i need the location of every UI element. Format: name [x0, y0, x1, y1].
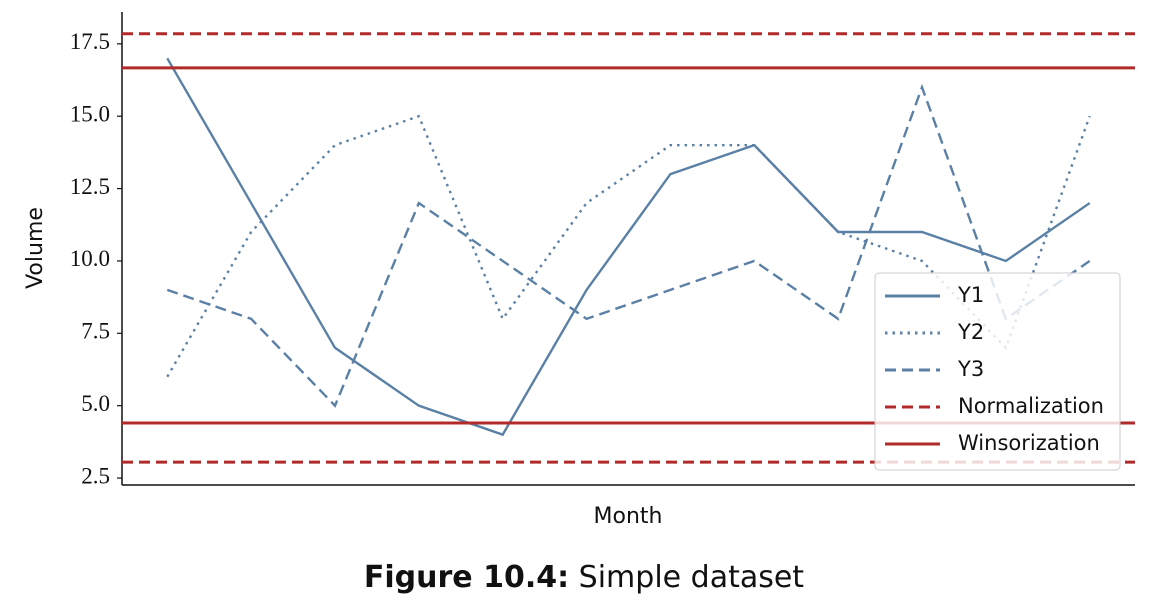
series-line — [166, 83, 1091, 408]
y-tick-label: 2.5 — [81, 463, 110, 488]
caption-text: Simple dataset — [579, 560, 805, 595]
y-tick-label: 5.0 — [81, 391, 110, 416]
caption: Figure 10.4: Simple dataset — [364, 560, 804, 595]
caption-label: Figure 10.4: — [364, 560, 569, 595]
x-axis-label: Month — [594, 504, 663, 529]
y-axis-label: Volume — [23, 207, 48, 289]
y-tick-label: 15.0 — [70, 101, 110, 126]
y-tick-label: 17.5 — [70, 29, 110, 54]
legend-label: Y3 — [957, 357, 984, 381]
legend-label: Normalization — [958, 394, 1104, 418]
legend-label: Y2 — [957, 320, 984, 344]
legend-label: Y1 — [957, 283, 984, 307]
y-tick-label: 7.5 — [81, 319, 110, 344]
series-line — [166, 57, 1091, 437]
y-tick-label: 12.5 — [70, 174, 110, 199]
series-line — [166, 114, 1091, 378]
legend-label: Winsorization — [958, 431, 1100, 455]
y-tick-label: 10.0 — [70, 246, 110, 271]
legend-box — [874, 272, 1121, 471]
